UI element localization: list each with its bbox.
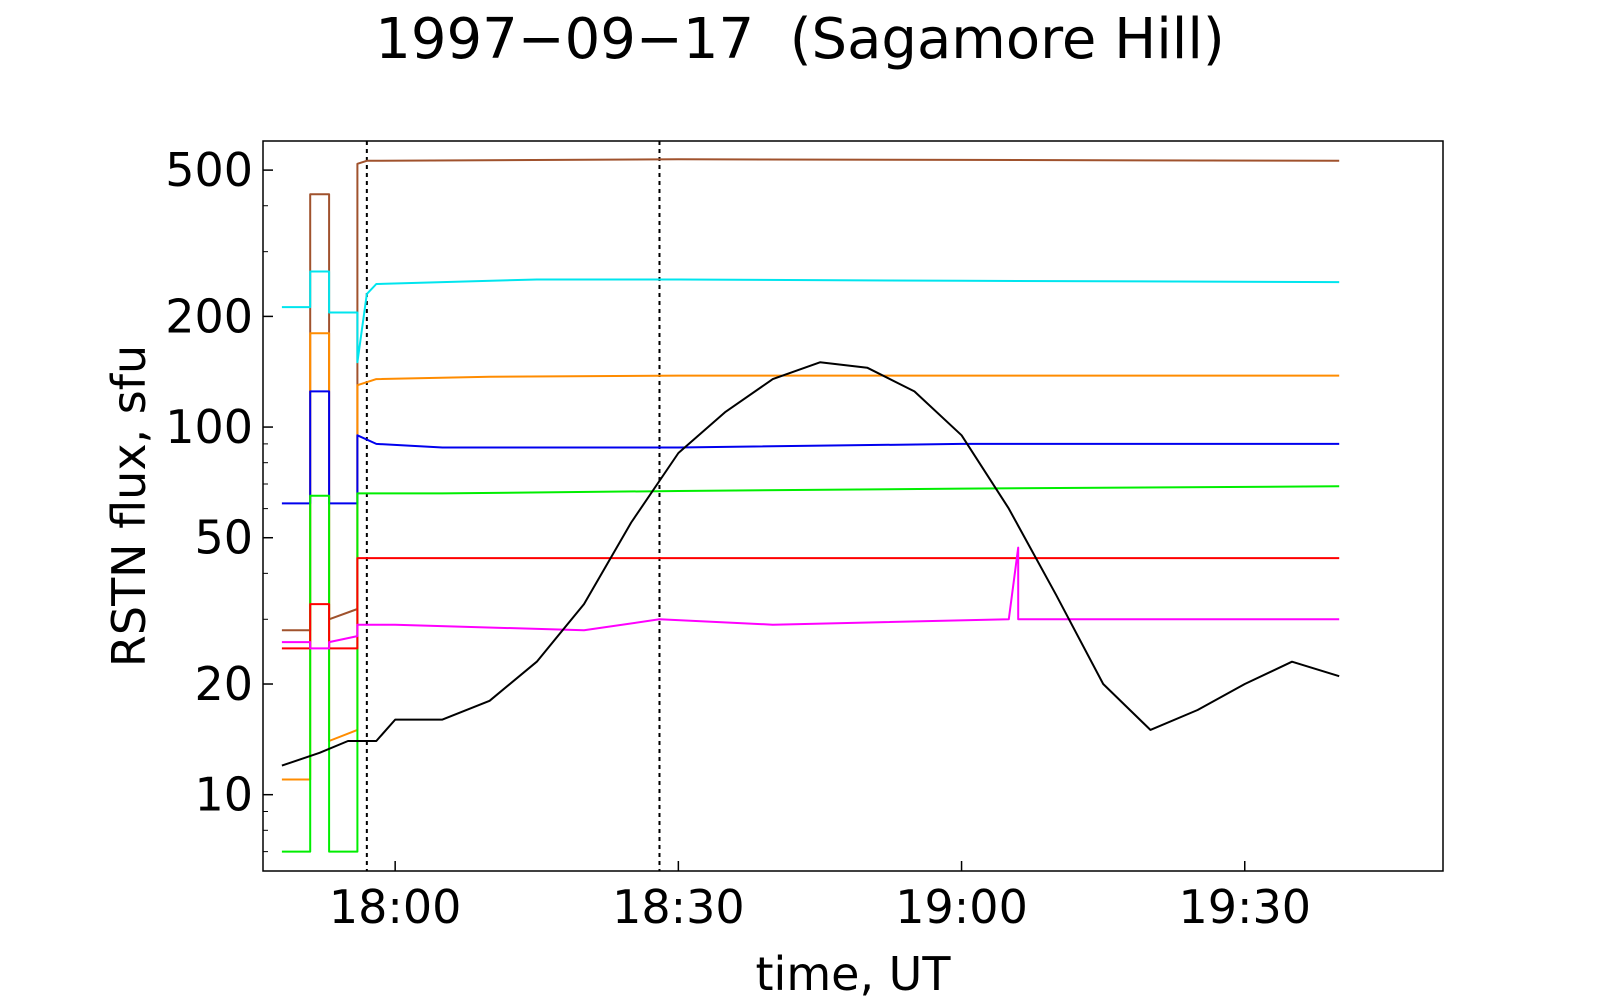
- series-line-4: [281, 390, 1340, 505]
- series-line-8: [281, 361, 1340, 767]
- y-tick-label: 10: [194, 768, 253, 822]
- series-line-6: [281, 557, 1340, 650]
- x-tick-label: 18:00: [329, 880, 462, 934]
- y-tick-label: 200: [165, 289, 253, 343]
- y-tick-label: 100: [165, 400, 253, 454]
- x-axis-label: time, UT: [756, 947, 952, 1000]
- series-line-1: [281, 158, 1340, 632]
- series-line-3: [281, 332, 1340, 781]
- series-line-5: [281, 485, 1340, 853]
- series-line-2: [281, 270, 1340, 364]
- y-tick-label: 500: [165, 143, 253, 197]
- x-tick-label: 18:30: [612, 880, 745, 934]
- x-tick-label: 19:30: [1178, 880, 1311, 934]
- x-tick-label: 19:00: [895, 880, 1028, 934]
- series-line-7: [281, 546, 1340, 650]
- plot-frame: [262, 140, 1444, 872]
- y-tick-label: 50: [194, 511, 253, 565]
- chart-title: 1997−09−17 (Sagamore Hill): [375, 7, 1225, 72]
- y-tick-label: 20: [194, 657, 253, 711]
- y-axis-label: RSTN flux, sfu: [102, 345, 156, 667]
